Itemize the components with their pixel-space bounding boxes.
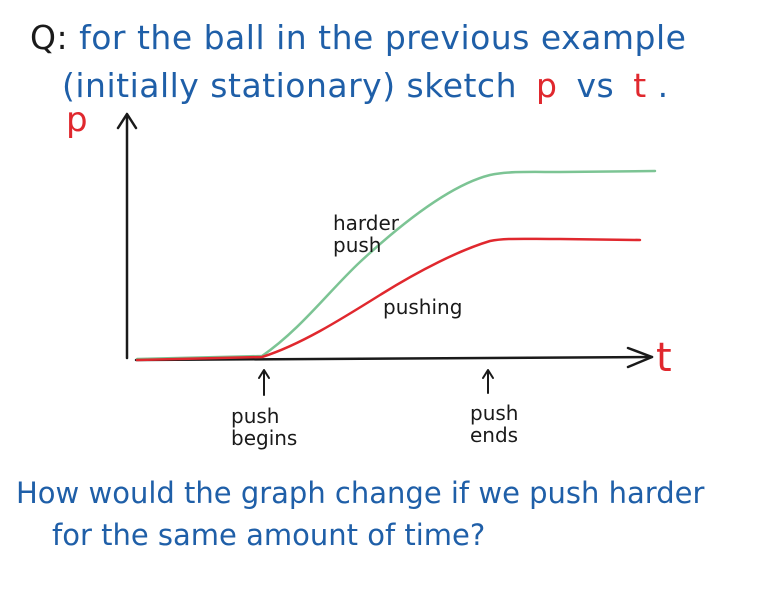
- question-line-1: Q: for the ball in the previous example: [30, 18, 686, 57]
- push-begins-label-line-2: begins: [231, 426, 298, 450]
- x-axis-label: t: [656, 335, 672, 381]
- push-begins-arrowhead: [258, 369, 270, 379]
- question-t: t: [633, 66, 647, 105]
- harder-push-label-line-1: harder: [333, 211, 400, 235]
- x-axis: [134, 355, 654, 362]
- question-text-1: for the ball in the previous example: [79, 18, 687, 57]
- question-prefix: Q:: [30, 18, 69, 57]
- push-ends-label-line-2: ends: [470, 423, 519, 447]
- y-axis-label: p: [66, 100, 88, 140]
- y-axis-arrowhead: [116, 112, 138, 130]
- question-vs: vs: [576, 66, 615, 105]
- push-begins-label: push begins: [231, 405, 297, 449]
- push-begins-label-line-1: push: [231, 404, 280, 428]
- footer-line-1: How would the graph change if we push ha…: [16, 476, 705, 510]
- harder-push-label-line-2: push: [333, 233, 382, 257]
- harder-push-curve: [135, 169, 657, 361]
- footer-line-2: for the same amount of time?: [52, 518, 486, 552]
- pushing-curve: [135, 237, 642, 362]
- question-period: .: [657, 66, 669, 105]
- push-ends-label: push ends: [470, 402, 518, 446]
- question-p: p: [536, 66, 558, 105]
- question-text-2: (initially stationary) sketch: [62, 66, 517, 105]
- push-ends-label-line-1: push: [470, 401, 519, 425]
- pushing-label: pushing: [383, 295, 463, 319]
- push-ends-arrowhead: [482, 369, 494, 379]
- x-axis-arrowhead: [626, 346, 654, 369]
- harder-push-label: harder push: [333, 212, 399, 256]
- question-line-2: (initially stationary) sketch p vs t .: [62, 66, 669, 105]
